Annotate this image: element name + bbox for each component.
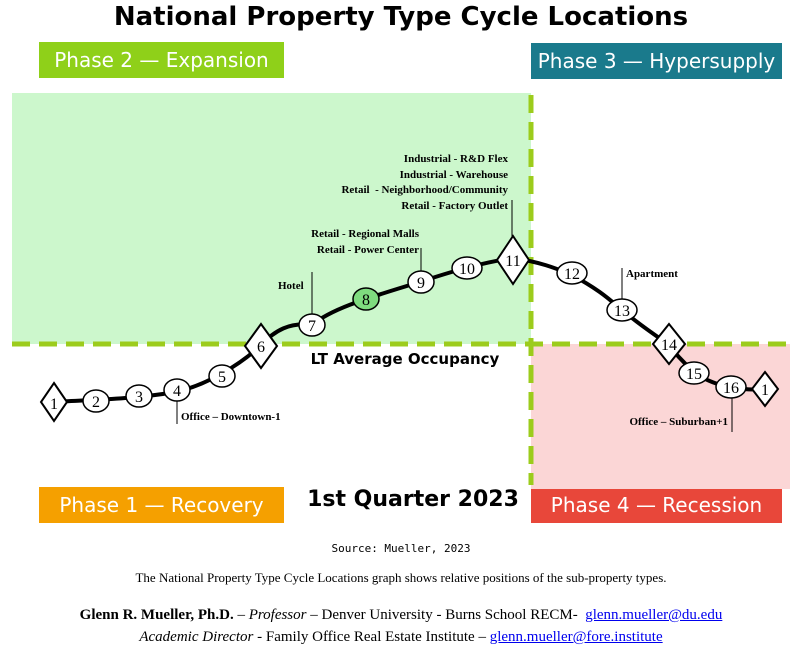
svg-text:14: 14 [661,337,677,354]
phase-1-banner: Phase 1 — Recovery [39,487,284,523]
svg-text:5: 5 [218,369,226,386]
author-org-2: - Family Office Real Estate Institute – [253,629,490,645]
phase-4-banner: Phase 4 — Recession [531,487,782,523]
svg-text:8: 8 [362,292,370,309]
svg-text:7: 7 [308,318,316,335]
svg-text:15: 15 [686,366,702,383]
node-6: 6 [243,322,279,370]
quarter-label: 1st Quarter 2023 [307,487,519,512]
author-name: Glenn R. Mueller, Ph.D. [79,607,234,623]
node-3: 3 [125,384,153,408]
source-note: Source: Mueller, 2023 [331,542,471,555]
node-1-end: 1 [750,370,780,408]
occupancy-label: LT Average Occupancy [311,350,500,368]
svg-text:10: 10 [459,261,475,278]
label-hotel: Hotel [278,280,304,292]
author-role-2: Academic Director [139,629,254,645]
node-5: 5 [208,364,236,388]
node-11: 11 [495,234,531,286]
label-retail-neighborhood: Retail - Neighborhood/Community [341,184,508,196]
node-4: 4 [163,378,191,402]
svg-text:16: 16 [723,380,739,397]
email-link-du[interactable]: glenn.mueller@du.edu [585,607,723,623]
node-8: 8 [352,287,380,311]
page-title: National Property Type Cycle Locations [113,2,689,32]
recession-zone [531,344,790,489]
label-retail-regional: Retail - Regional Malls [311,228,420,240]
svg-text:11: 11 [505,253,520,270]
svg-text:9: 9 [417,275,425,292]
label-apartment: Apartment [626,268,678,280]
node-14: 14 [651,322,687,366]
credit-line-2: Academic Director - Family Office Real E… [0,629,802,646]
label-office-downtown: Office – Downtown-1 [181,411,281,423]
node-7: 7 [298,313,326,337]
email-link-fore[interactable]: glenn.mueller@fore.institute [489,629,663,645]
author-org-1: – Denver University - Burns School RECM- [306,607,586,623]
node-12: 12 [556,261,588,285]
svg-text:1: 1 [50,396,58,413]
label-office-suburban: Office – Suburban+1 [629,416,728,428]
label-industrial-rd: Industrial - R&D Flex [404,153,509,165]
label-retail-power: Retail - Power Center [317,244,419,256]
node-2: 2 [82,389,110,413]
credit-line-1: Glenn R. Mueller, Ph.D. – Professor – De… [0,607,802,624]
author-role-1: Professor [248,607,307,623]
svg-text:12: 12 [564,266,580,283]
node-15: 15 [678,361,710,385]
svg-text:2: 2 [92,394,100,411]
expansion-zone [12,93,531,344]
svg-text:13: 13 [614,303,630,320]
node-10: 10 [451,256,483,280]
credit-sep: – [233,607,249,623]
label-retail-factory: Retail - Factory Outlet [401,200,508,212]
svg-text:4: 4 [173,383,181,400]
node-9: 9 [407,270,435,294]
caption: The National Property Type Cycle Locatio… [135,570,667,585]
label-industrial-warehouse: Industrial - Warehouse [400,169,509,181]
svg-text:1: 1 [761,382,769,399]
svg-text:3: 3 [135,389,143,406]
node-13: 13 [606,298,638,322]
svg-text:6: 6 [257,339,265,356]
phase-2-banner: Phase 2 — Expansion [39,42,284,78]
node-1-start: 1 [39,381,69,423]
phase-3-banner: Phase 3 — Hypersupply [531,43,782,79]
node-16: 16 [715,375,747,399]
